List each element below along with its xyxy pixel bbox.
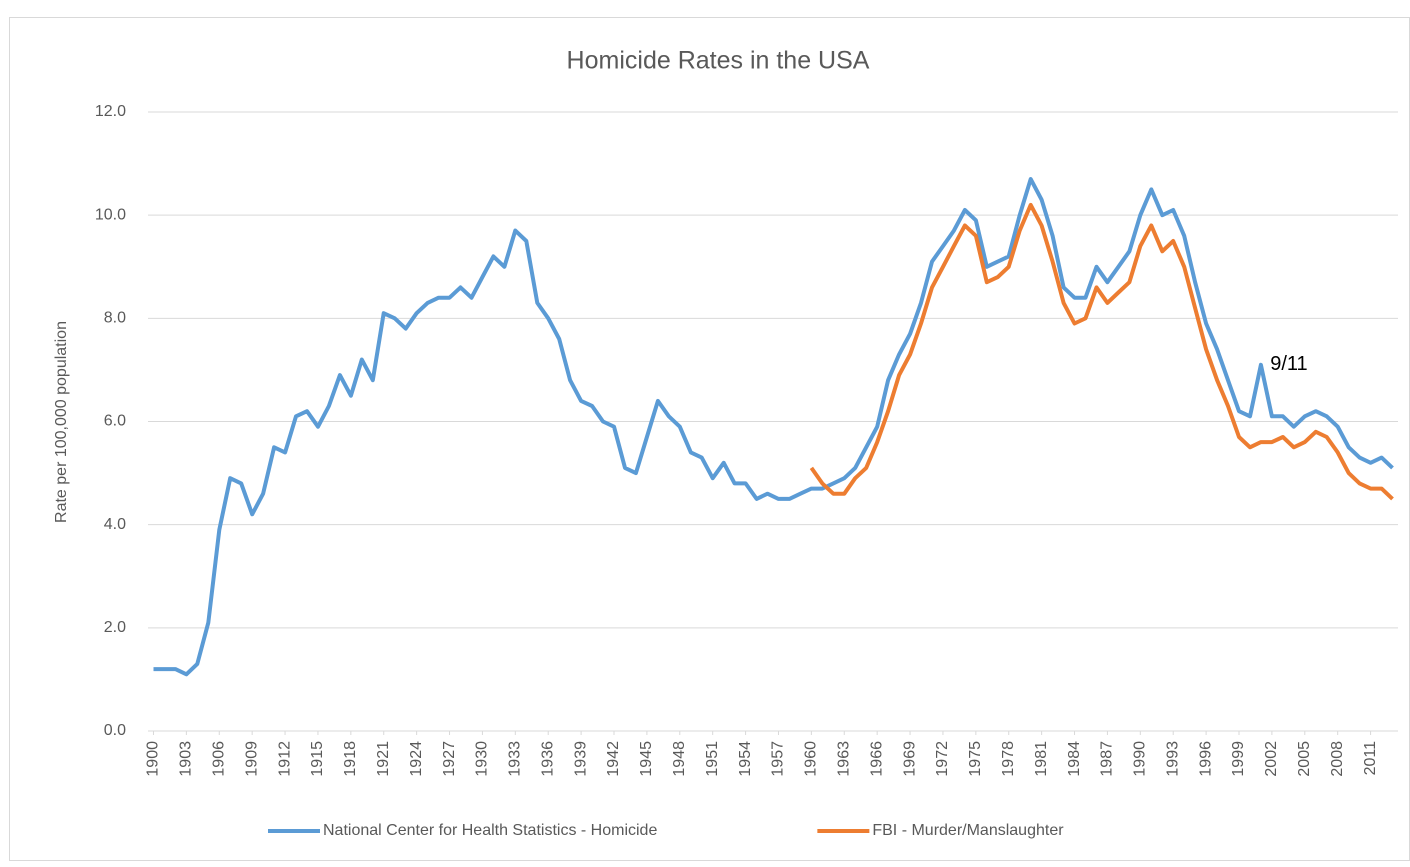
x-tick-label: 1987	[1099, 741, 1116, 777]
x-tick-label: 1960	[803, 741, 820, 777]
annotation: 9/11	[1270, 353, 1307, 375]
x-tick-label: 1906	[210, 741, 227, 777]
y-tick-label: 6.0	[104, 413, 126, 430]
x-tick-label: 2002	[1263, 741, 1280, 777]
x-tick-label: 1942	[605, 741, 622, 777]
y-tick-label: 12.0	[95, 103, 126, 120]
x-tick-label: 1927	[441, 741, 458, 777]
x-tick-label: 2008	[1329, 741, 1346, 777]
x-tick-label: 1909	[243, 741, 260, 777]
x-tick-label: 1954	[737, 741, 754, 777]
x-tick-label: 1936	[539, 741, 556, 777]
x-tick-label: 1903	[178, 741, 195, 777]
x-tick-label: 2011	[1362, 741, 1379, 776]
x-tick-label: 1945	[638, 741, 655, 777]
x-tick-label: 1915	[309, 741, 326, 777]
chart-frame	[9, 17, 1410, 861]
x-tick-label: 1951	[704, 741, 721, 777]
y-tick-label: 2.0	[104, 619, 126, 636]
x-tick-label: 1975	[967, 741, 984, 777]
x-tick-label: 1996	[1197, 741, 1214, 777]
x-tick-label: 1966	[868, 741, 885, 777]
y-tick-label: 8.0	[104, 310, 126, 327]
legend-label: FBI - Murder/Manslaughter	[872, 822, 1064, 839]
x-tick-label: 1957	[770, 741, 787, 777]
y-tick-label: 4.0	[104, 516, 126, 533]
series-line	[809, 202, 1394, 501]
x-tick-label: 1978	[1000, 741, 1017, 777]
legend-label: National Center for Health Statistics - …	[323, 822, 657, 839]
x-tick-label: 1972	[934, 741, 951, 777]
x-tick-label: 1930	[474, 741, 491, 777]
series-line	[153, 177, 1394, 677]
x-tick-label: 1933	[507, 741, 524, 777]
y-axis-label: Rate per 100,000 population	[53, 321, 70, 523]
y-tick-label: 10.0	[95, 206, 126, 223]
x-tick-label: 1963	[835, 741, 852, 777]
x-tick-label: 1969	[901, 741, 918, 777]
y-tick-label: 0.0	[104, 722, 126, 739]
x-tick-label: 2005	[1296, 741, 1313, 777]
x-tick-label: 1918	[342, 741, 359, 777]
x-tick-label: 1912	[276, 741, 293, 777]
x-tick-label: 1900	[145, 741, 162, 777]
x-tick-label: 1981	[1033, 741, 1050, 777]
x-tick-label: 1990	[1132, 741, 1149, 777]
x-tick-label: 1939	[572, 741, 589, 777]
x-tick-label: 1924	[408, 741, 425, 777]
chart-title: Homicide Rates in the USA	[567, 47, 870, 75]
x-tick-label: 1984	[1066, 741, 1083, 777]
annotation-background	[1266, 351, 1312, 378]
x-tick-label: 1948	[671, 741, 688, 777]
x-tick-label: 1999	[1230, 741, 1247, 777]
x-tick-label: 1993	[1164, 741, 1181, 777]
x-tick-label: 1921	[375, 741, 392, 777]
